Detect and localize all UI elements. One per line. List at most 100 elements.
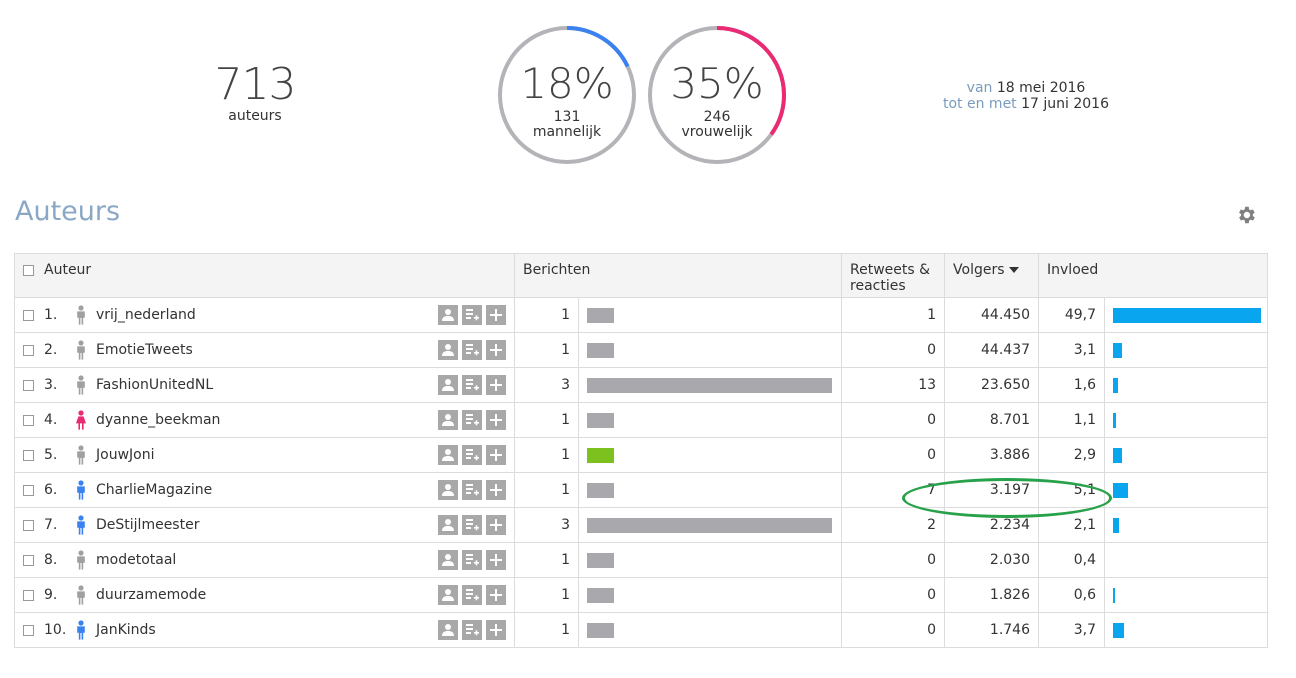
user-profile-icon[interactable] xyxy=(438,410,458,430)
author-column-header[interactable]: Auteur xyxy=(14,253,515,298)
author-name[interactable]: FashionUnitedNL xyxy=(96,377,214,393)
female-ring-chart xyxy=(648,26,786,164)
author-name[interactable]: EmotieTweets xyxy=(96,342,193,358)
influence-bar-cell xyxy=(1104,612,1269,648)
plus-icon[interactable] xyxy=(486,410,506,430)
add-to-list-icon[interactable] xyxy=(462,410,482,430)
add-to-list-icon[interactable] xyxy=(462,375,482,395)
row-checkbox[interactable] xyxy=(23,414,34,426)
row-checkbox[interactable] xyxy=(23,344,34,356)
author-name[interactable]: dyanne_beekman xyxy=(96,412,221,428)
user-profile-icon[interactable] xyxy=(438,515,458,535)
user-profile-icon[interactable] xyxy=(438,585,458,605)
influence-column-header[interactable]: Invloed xyxy=(1038,253,1269,298)
author-name[interactable]: vrij_nederland xyxy=(96,307,196,323)
plus-icon[interactable] xyxy=(486,515,506,535)
rank: 4. xyxy=(44,412,58,428)
messages-count: 1 xyxy=(514,402,579,438)
row-checkbox[interactable] xyxy=(23,589,34,601)
row-checkbox[interactable] xyxy=(23,554,34,566)
row-checkbox[interactable] xyxy=(23,519,34,531)
female-person-icon xyxy=(74,410,88,430)
messages-bar xyxy=(587,307,614,323)
from-label: van xyxy=(966,80,993,96)
unknown-person-icon xyxy=(74,375,88,395)
user-profile-icon[interactable] xyxy=(438,340,458,360)
messages-count: 1 xyxy=(514,332,579,368)
user-profile-icon[interactable] xyxy=(438,620,458,640)
user-profile-icon[interactable] xyxy=(438,375,458,395)
author-cell: 6. CharlieMagazine xyxy=(14,472,515,508)
author-cell: 7. DeStijlmeester xyxy=(14,507,515,543)
influence-bar xyxy=(1113,447,1123,463)
retweets-count: 0 xyxy=(841,542,946,578)
user-profile-icon[interactable] xyxy=(438,480,458,500)
unknown-person-icon xyxy=(74,585,88,605)
followers-count: 2.030 xyxy=(944,542,1040,578)
messages-count: 1 xyxy=(514,542,579,578)
plus-icon[interactable] xyxy=(486,340,506,360)
rank: 6. xyxy=(44,482,58,498)
retweets-count: 13 xyxy=(841,367,946,403)
add-to-list-icon[interactable] xyxy=(462,445,482,465)
plus-icon[interactable] xyxy=(486,620,506,640)
plus-icon[interactable] xyxy=(486,305,506,325)
messages-bar xyxy=(587,482,614,498)
retweets-count: 7 xyxy=(841,472,946,508)
author-name[interactable]: DeStijlmeester xyxy=(96,517,200,533)
plus-icon[interactable] xyxy=(486,550,506,570)
row-checkbox[interactable] xyxy=(23,449,34,461)
influence-score: 1,1 xyxy=(1038,402,1106,438)
female-label: vrouwelijk xyxy=(681,124,753,140)
gear-icon[interactable] xyxy=(1235,204,1257,226)
influence-bar-cell xyxy=(1104,402,1269,438)
rank: 8. xyxy=(44,552,58,568)
add-to-list-icon[interactable] xyxy=(462,550,482,570)
user-profile-icon[interactable] xyxy=(438,305,458,325)
messages-column-header[interactable]: Berichten xyxy=(513,253,843,298)
author-name[interactable]: CharlieMagazine xyxy=(96,482,213,498)
influence-score: 3,7 xyxy=(1038,612,1106,648)
author-name[interactable]: JouwJoni xyxy=(96,447,155,463)
followers-column-header[interactable]: Volgers xyxy=(944,253,1040,298)
add-to-list-icon[interactable] xyxy=(462,305,482,325)
followers-count: 44.437 xyxy=(944,332,1040,368)
followers-count: 8.701 xyxy=(944,402,1040,438)
male-person-icon xyxy=(74,480,88,500)
influence-bar-cell xyxy=(1104,577,1269,613)
retweets-count: 0 xyxy=(841,402,946,438)
author-name[interactable]: JanKinds xyxy=(96,622,156,638)
male-ring-chart xyxy=(498,26,636,164)
plus-icon[interactable] xyxy=(486,480,506,500)
row-checkbox[interactable] xyxy=(23,624,34,636)
table-row: 2. EmotieTweets 1 0 44.437 3,1 xyxy=(14,332,1269,368)
author-name[interactable]: modetotaal xyxy=(96,552,177,568)
retweets-column-header[interactable]: Retweets & reacties xyxy=(841,253,946,298)
add-to-list-icon[interactable] xyxy=(462,515,482,535)
add-to-list-icon[interactable] xyxy=(462,620,482,640)
male-person-icon xyxy=(74,515,88,535)
messages-bar-cell xyxy=(577,437,843,473)
total-authors-label: auteurs xyxy=(228,108,282,124)
add-to-list-icon[interactable] xyxy=(462,340,482,360)
row-checkbox[interactable] xyxy=(23,379,34,391)
plus-icon[interactable] xyxy=(486,445,506,465)
unknown-person-icon xyxy=(74,305,88,325)
user-profile-icon[interactable] xyxy=(438,445,458,465)
messages-count: 3 xyxy=(514,507,579,543)
table-row: 5. JouwJoni 1 0 3.886 2,9 xyxy=(14,437,1269,473)
row-checkbox[interactable] xyxy=(23,309,34,321)
messages-bar xyxy=(587,517,832,533)
user-profile-icon[interactable] xyxy=(438,550,458,570)
add-to-list-icon[interactable] xyxy=(462,480,482,500)
author-name[interactable]: duurzamemode xyxy=(96,587,207,603)
influence-score: 2,9 xyxy=(1038,437,1106,473)
messages-bar-cell xyxy=(577,367,843,403)
author-cell: 8. modetotaal xyxy=(14,542,515,578)
add-to-list-icon[interactable] xyxy=(462,585,482,605)
row-checkbox[interactable] xyxy=(23,484,34,496)
plus-icon[interactable] xyxy=(486,375,506,395)
plus-icon[interactable] xyxy=(486,585,506,605)
followers-count: 3.886 xyxy=(944,437,1040,473)
select-all-checkbox[interactable] xyxy=(23,264,34,276)
